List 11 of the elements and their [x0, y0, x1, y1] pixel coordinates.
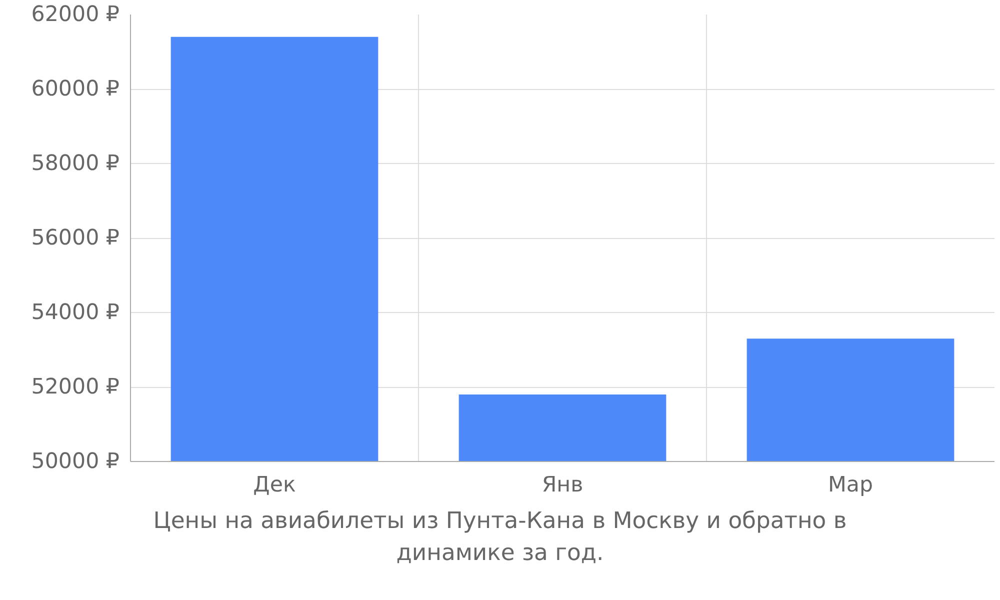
y-tick-label: 58000 ₽: [31, 151, 120, 176]
y-tick-label: 62000 ₽: [31, 2, 120, 27]
x-tick-label: Мар: [828, 472, 874, 498]
x-tick-label: Янв: [542, 472, 584, 498]
y-tick-label: 50000 ₽: [31, 449, 120, 474]
y-tick-label: 60000 ₽: [31, 76, 120, 102]
y-tick-label: 56000 ₽: [31, 226, 120, 250]
x-tick-label: Дек: [253, 472, 296, 498]
text: Цены на авиабилеты из Пунта-Кана в Москву и обратно в динамике за год.: [152, 507, 848, 568]
y-tick-label: 52000 ₽: [31, 374, 120, 400]
y-tick-label: 54000 ₽: [31, 300, 120, 325]
